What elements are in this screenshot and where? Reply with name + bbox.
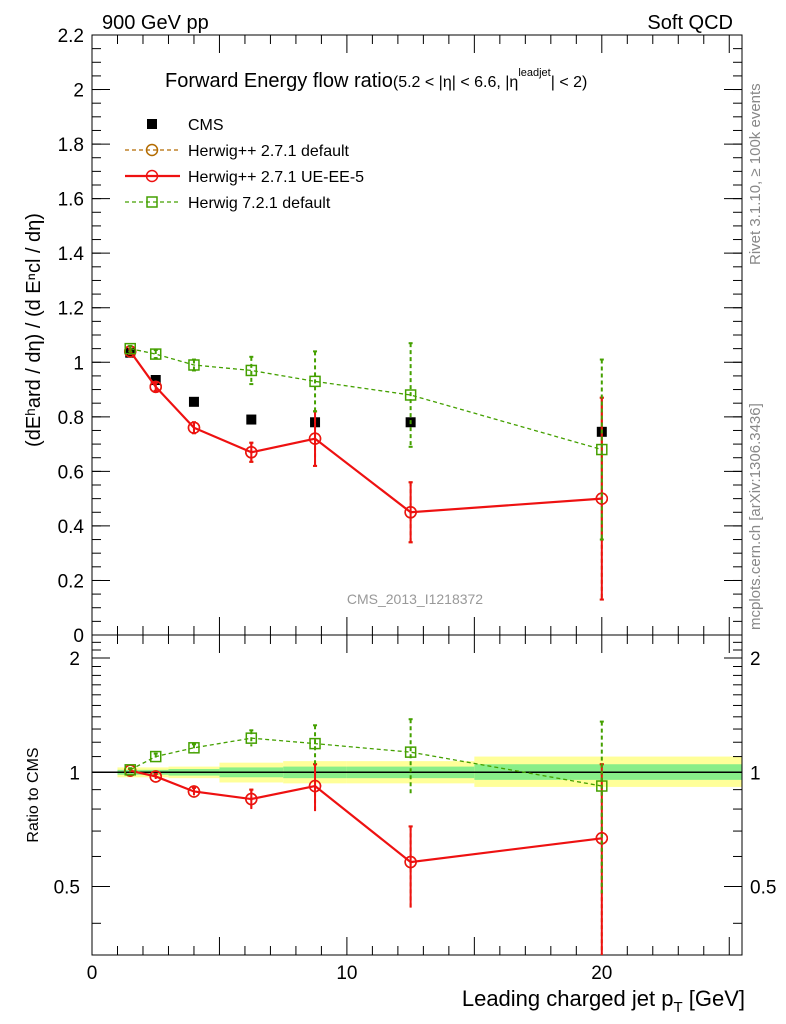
data-point bbox=[404, 389, 417, 401]
ratio-data-point bbox=[245, 792, 258, 806]
ratio-y-tick-label: 2 bbox=[69, 649, 80, 670]
main-panel: 0 0.2 0.4 0.6 0.8 1 1.2 1.4 1.6 1.8 2 2.2 Forward E… bbox=[23, 26, 743, 647]
analysis-label: CMS_2013_I1218372 bbox=[347, 591, 483, 607]
ratio-y-axis-label: Ratio to CMS bbox=[25, 747, 42, 842]
header-left: 900 GeV pp bbox=[102, 12, 209, 34]
ratio-frame bbox=[91, 634, 743, 956]
ratio-series-herwig-2-7-1-ue-ee-5 bbox=[123, 763, 609, 955]
data-point bbox=[188, 396, 199, 407]
data-point bbox=[246, 414, 257, 425]
y-tick-label: 1.2 bbox=[58, 299, 84, 320]
data-point bbox=[149, 380, 162, 394]
ratio-series-herwig-7-2-1-default bbox=[124, 718, 608, 894]
legend-marker bbox=[145, 143, 159, 157]
series-herwig-2-7-1-ue-ee-5 bbox=[123, 345, 609, 601]
ratio-data-point bbox=[308, 779, 322, 793]
ratio-series bbox=[123, 718, 609, 955]
ratio-data-point bbox=[404, 855, 417, 869]
legend: CMS Herwig++ 2.7.1 default Herwig++ 2.7.1 … bbox=[125, 117, 364, 212]
main-ticks: 0 0.2 0.4 0.6 0.8 1 1.2 1.4 1.6 1.8 2 2.2 bbox=[58, 26, 742, 647]
legend-label: Herwig++ 2.7.1 UE-EE-5 bbox=[188, 169, 364, 186]
data-point bbox=[308, 432, 322, 445]
data-point bbox=[150, 375, 161, 385]
series-herwig-2-7-1-default bbox=[123, 345, 609, 601]
data-point bbox=[596, 443, 608, 456]
y-tick-label: 2.2 bbox=[58, 26, 84, 47]
ratio-data-point bbox=[404, 746, 417, 758]
y-tick-label: 0.2 bbox=[58, 571, 84, 592]
data-point bbox=[245, 364, 258, 377]
ratio-ticks: 0.5 0.51 12 20 10 20 bbox=[54, 635, 776, 984]
ratio-data-point bbox=[245, 732, 258, 744]
ratio-data-point bbox=[149, 750, 162, 763]
legend-marker bbox=[147, 119, 157, 129]
x-tick-label: 0 bbox=[87, 963, 98, 984]
data-point bbox=[404, 506, 417, 519]
ratio-data-point bbox=[188, 742, 200, 754]
header-right: Soft QCD bbox=[647, 12, 733, 34]
series-herwig-7-2-1-default bbox=[124, 342, 608, 541]
legend-label: Herwig++ 2.7.1 default bbox=[188, 143, 350, 160]
data-point bbox=[188, 359, 200, 371]
y-tick-label: 1.6 bbox=[58, 190, 84, 211]
ratio-data-point bbox=[309, 737, 321, 750]
y-tick-label: 0.8 bbox=[58, 408, 84, 429]
series-line bbox=[130, 348, 602, 451]
ratio-y-tick-label: 0.5 bbox=[54, 878, 80, 899]
mcplots-label: mcplots.cern.ch [arXiv:1306.3436] bbox=[747, 403, 764, 630]
ratio-data-point bbox=[149, 770, 162, 783]
legend-marker bbox=[145, 169, 159, 183]
rivet-label: Rivet 3.1.10, ≥ 100k events bbox=[747, 83, 764, 265]
chart-title: Forward Energy flow ratio(5.2 < |η| < 6.… bbox=[165, 67, 587, 92]
y-tick-label: 1.8 bbox=[58, 135, 84, 156]
y-tick-label: 1.4 bbox=[58, 244, 85, 265]
ratio-y-tick-label: 1 bbox=[69, 763, 80, 784]
data-point bbox=[187, 421, 201, 434]
main-series bbox=[123, 342, 609, 601]
data-point bbox=[124, 342, 136, 355]
ratio-y-tick-label-right: 1 bbox=[750, 763, 761, 784]
y-tick-label: 0.6 bbox=[58, 462, 84, 483]
data-point bbox=[245, 446, 258, 459]
x-tick-label: 20 bbox=[591, 963, 612, 984]
ratio-y-tick-label-right: 2 bbox=[750, 649, 761, 670]
y-tick-label: 2 bbox=[73, 81, 84, 102]
y-tick-label: 0.4 bbox=[58, 517, 85, 538]
ratio-data-point bbox=[596, 780, 608, 792]
legend-label: Herwig 7.2.1 default bbox=[188, 195, 331, 212]
data-point bbox=[309, 375, 321, 388]
ratio-data-point bbox=[187, 785, 201, 798]
legend-label: CMS bbox=[188, 117, 224, 134]
series-line bbox=[129, 350, 602, 514]
y-tick-label: 0 bbox=[73, 626, 84, 647]
data-point bbox=[149, 348, 162, 360]
y-tick-label: 1 bbox=[73, 353, 84, 374]
ratio-data-point bbox=[124, 764, 136, 776]
x-tick-label: 10 bbox=[336, 963, 357, 984]
x-axis-label: Leading charged jet pT [GeV] bbox=[462, 986, 745, 1016]
ratio-y-tick-label-right: 0.5 bbox=[750, 878, 776, 899]
main-y-axis-label: (dEʰard / dη) / (d Eⁿcl / dη) bbox=[23, 213, 45, 447]
legend-marker bbox=[146, 196, 158, 208]
ratio-panel: 0.5 0.51 12 20 10 20 Ratio to CMS Leading cha… bbox=[25, 634, 776, 1016]
